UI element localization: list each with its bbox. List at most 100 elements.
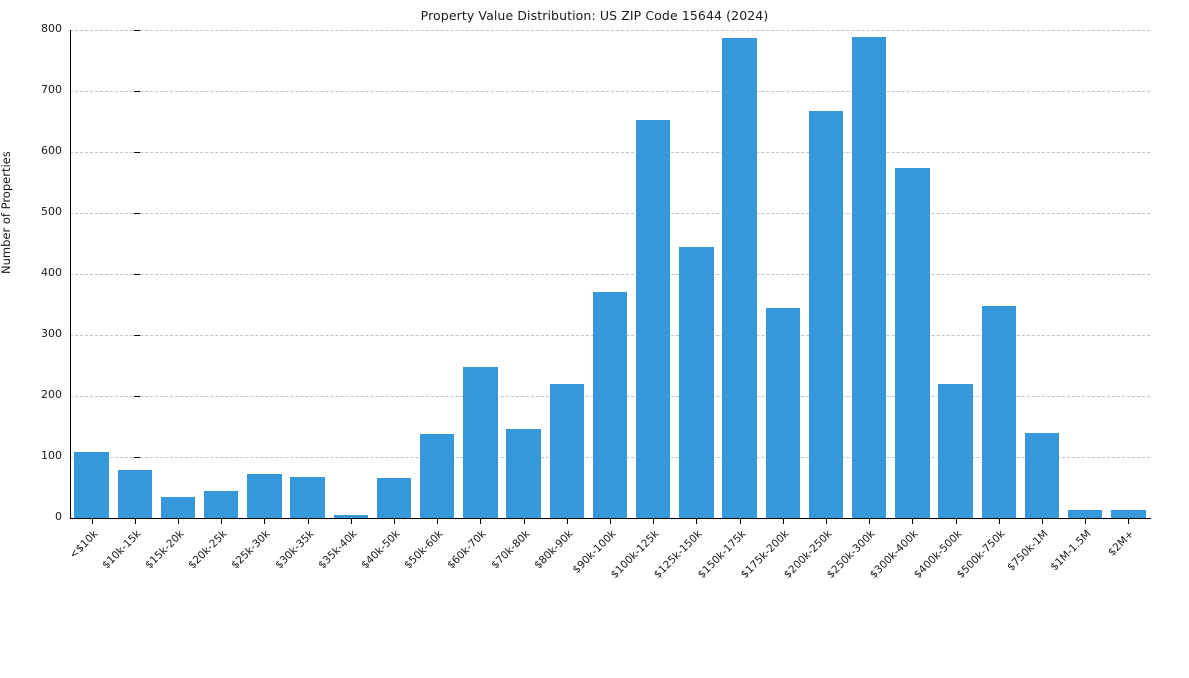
x-tick-mark	[955, 519, 957, 524]
x-tick-mark	[178, 519, 179, 524]
y-axis-label: Number of Properties	[0, 151, 13, 274]
x-tick-label: $80k-90k	[531, 528, 576, 572]
x-tick-mark	[782, 519, 784, 524]
x-tick-label: $100k-125k	[608, 528, 662, 581]
y-tick-label: 0	[55, 510, 62, 523]
x-tick-mark	[437, 519, 439, 524]
y-tick-label: 200	[41, 388, 62, 401]
x-tick-mark	[696, 519, 698, 524]
y-tick-mark	[134, 395, 140, 397]
y-tick-mark	[134, 517, 140, 519]
y-axis-spine	[70, 30, 71, 519]
bar	[635, 119, 671, 518]
x-tick-label: $60k-70k	[445, 528, 489, 572]
bar	[1067, 510, 1103, 518]
x-tick-mark	[394, 519, 395, 524]
x-tick-mark	[998, 519, 1000, 524]
x-tick-label: $40k-50k	[359, 528, 403, 572]
x-tick-mark	[1085, 519, 1087, 524]
x-tick-label: $200k-250k	[781, 528, 835, 581]
y-tick-label: 300	[41, 327, 62, 340]
bar	[463, 367, 498, 518]
bar	[1111, 510, 1146, 518]
plot-area	[70, 30, 1150, 518]
bar	[765, 308, 801, 518]
y-tick-label: 100	[41, 449, 62, 462]
x-tick-label: $50k-60k	[402, 528, 446, 572]
bar	[679, 246, 714, 518]
x-tick-label: $1M-1.5M	[1048, 528, 1094, 574]
y-tick-mark	[134, 151, 140, 153]
x-tick-label: $2M+	[1106, 528, 1137, 559]
y-tick-mark	[134, 90, 140, 92]
y-tick-mark	[134, 29, 140, 31]
bar	[117, 470, 153, 518]
bar	[851, 36, 887, 518]
x-tick-mark	[566, 519, 568, 524]
bar	[938, 383, 973, 518]
x-tick-label: $90k-100k	[570, 528, 619, 577]
x-tick-mark	[523, 519, 525, 524]
x-tick-mark	[912, 519, 914, 524]
x-tick-label: $25k-30k	[229, 528, 273, 572]
x-tick-mark	[264, 519, 266, 524]
bar	[376, 478, 412, 518]
x-tick-mark	[1128, 519, 1130, 524]
x-tick-mark	[610, 519, 611, 524]
x-tick-mark	[739, 519, 741, 524]
x-tick-mark	[480, 519, 482, 524]
x-tick-mark	[869, 519, 871, 524]
y-tick-label: 500	[41, 205, 62, 218]
y-tick-mark	[134, 273, 140, 275]
bar-series	[70, 30, 1150, 518]
bar	[203, 491, 239, 518]
x-axis-spine	[70, 518, 1151, 519]
x-tick-label: $125k-150k	[652, 528, 705, 581]
chart-title: Property Value Distribution: US ZIP Code…	[420, 8, 769, 23]
x-tick-mark	[1042, 519, 1043, 524]
x-tick-mark	[826, 519, 827, 524]
y-tick-mark	[134, 456, 140, 458]
x-tick-label: $750k-1M	[1004, 528, 1051, 574]
bar	[981, 305, 1017, 518]
x-tick-label: $250k-300k	[824, 528, 878, 581]
y-tick-label: 400	[41, 266, 62, 279]
x-tick-label: $20k-25k	[186, 528, 230, 572]
bar	[808, 110, 844, 518]
x-tick-label: $30k-35k	[272, 528, 317, 572]
bar	[247, 474, 282, 518]
bar	[592, 291, 628, 518]
bar	[549, 383, 585, 518]
x-tick-mark	[350, 519, 352, 524]
bar	[895, 167, 930, 518]
bar	[333, 514, 369, 518]
x-tick-mark	[653, 519, 655, 524]
x-tick-label: $15k-20k	[143, 528, 187, 572]
x-tick-label: $70k-80k	[488, 528, 533, 572]
x-tick-mark	[307, 519, 309, 524]
x-tick-label: $300k-400k	[868, 528, 921, 581]
bar	[74, 452, 109, 518]
x-tick-mark	[134, 519, 136, 524]
x-tick-mark	[91, 519, 93, 524]
x-tick-label: $175k-200k	[738, 528, 792, 581]
y-tick-mark	[134, 334, 140, 336]
x-tick-label: $500k-750k	[954, 528, 1008, 581]
x-tick-label: <$10k	[66, 528, 101, 562]
bar	[419, 433, 455, 518]
x-tick-mark	[221, 519, 223, 524]
bar	[722, 37, 757, 518]
x-tick-label: $10k-15k	[99, 528, 144, 572]
x-tick-label: $35k-40k	[315, 528, 360, 572]
y-tick-label: 800	[41, 22, 62, 35]
x-tick-label: $150k-175k	[695, 528, 749, 581]
y-tick-mark	[134, 212, 140, 214]
y-tick-label: 700	[41, 83, 62, 96]
chart-figure: Property Value Distribution: US ZIP Code…	[0, 8, 1151, 581]
bar	[160, 497, 196, 518]
x-tick-label: $400k-500k	[911, 528, 965, 581]
y-tick-label: 600	[41, 144, 62, 157]
bar	[1024, 432, 1060, 518]
bar	[290, 477, 325, 518]
bar	[506, 428, 541, 518]
